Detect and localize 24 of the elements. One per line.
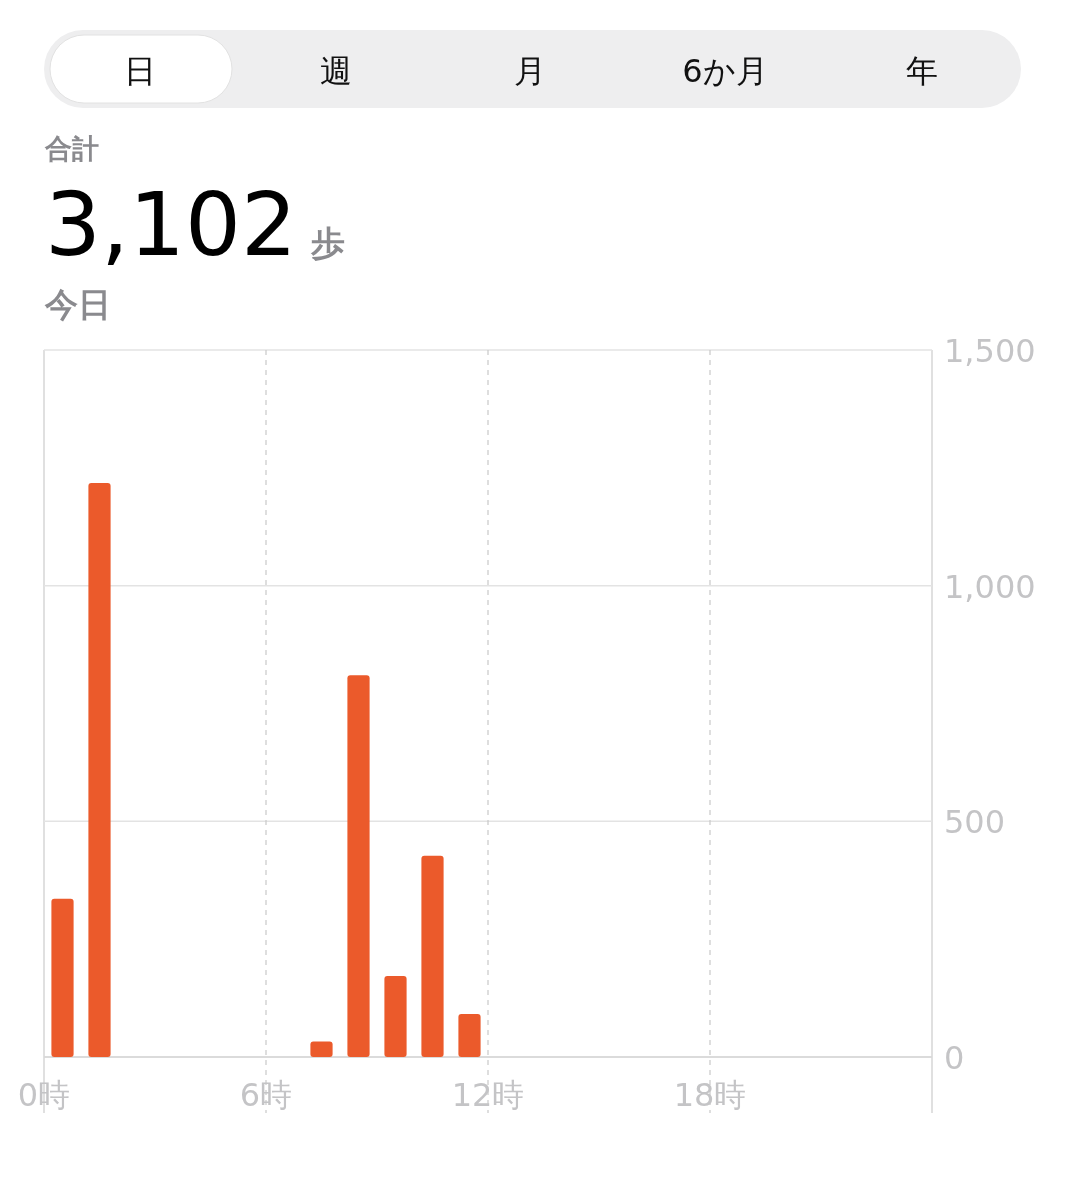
text: 今日: [44, 285, 111, 324]
text: 6か月: [682, 52, 768, 90]
bar: [88, 482, 111, 1057]
y-tick-label: 0: [944, 1039, 965, 1077]
x-tick-label: 0時: [17, 1076, 71, 1114]
text: 年: [906, 52, 938, 90]
text: 合計: [44, 133, 99, 164]
y-tick-label: 500: [944, 803, 1006, 842]
text: 月: [514, 52, 546, 90]
bar: [347, 675, 370, 1057]
text: 週: [320, 52, 352, 90]
y-tick-label: 1,000: [944, 567, 1036, 606]
x-tick-label: 18時: [673, 1076, 747, 1114]
text: 日: [124, 52, 156, 90]
bar: [310, 1041, 333, 1057]
text: 歩: [309, 223, 345, 263]
x-tick-label: 6時: [239, 1076, 293, 1114]
x-tick-label: 12時: [451, 1076, 525, 1114]
bar: [51, 898, 74, 1057]
text: 3,102: [45, 173, 297, 276]
bar: [384, 975, 407, 1057]
bar: [458, 1014, 481, 1057]
bar: [421, 855, 444, 1057]
y-tick-label: 1,500: [944, 332, 1036, 370]
